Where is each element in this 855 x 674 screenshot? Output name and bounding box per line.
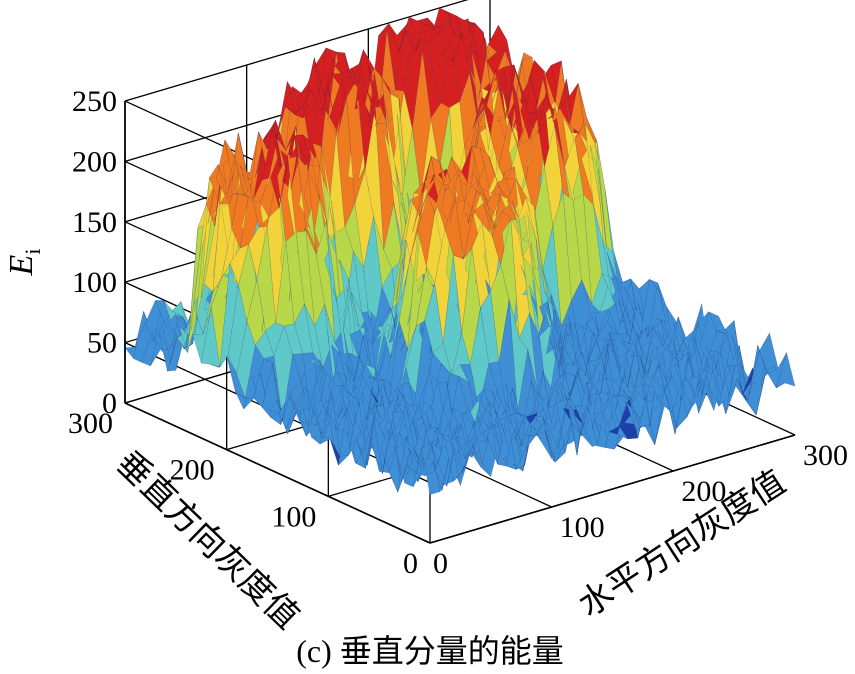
surface-cell: [776, 351, 796, 389]
z-tick-label: 50: [87, 327, 117, 360]
grid-line: [124, 0, 469, 102]
x-tick-label: 300: [803, 439, 848, 472]
surface-cell: [767, 352, 787, 389]
z-axis-label-main: E: [3, 254, 40, 276]
y-axis-line: [124, 402, 431, 544]
surface-cell: [708, 311, 728, 335]
z-tick-label: 200: [72, 145, 117, 178]
z-tick-label: 0: [102, 387, 117, 420]
x-tick-label: 100: [560, 511, 605, 544]
surface-cell: [682, 303, 703, 358]
z-tick-label: 100: [72, 266, 117, 299]
x-tick-label: 200: [681, 475, 726, 508]
x-axis-line: [429, 434, 796, 544]
z-axis-label: Ei: [3, 249, 45, 277]
x-tick-label: 0: [433, 547, 448, 580]
y-tick-label: 100: [271, 500, 316, 533]
z-tick-label: 250: [72, 85, 117, 118]
figure-caption: (c) 垂直分量的能量: [296, 633, 564, 669]
axes-frame: [124, 101, 796, 544]
z-axis-label-sub: i: [20, 249, 45, 255]
surface-cell: [513, 52, 533, 109]
y-tick-label: 300: [68, 407, 113, 440]
z-tick-label: 150: [72, 206, 117, 239]
y-tick-label: 200: [170, 454, 215, 487]
y-tick-label: 0: [403, 547, 418, 580]
surface-plot: [124, 7, 796, 495]
